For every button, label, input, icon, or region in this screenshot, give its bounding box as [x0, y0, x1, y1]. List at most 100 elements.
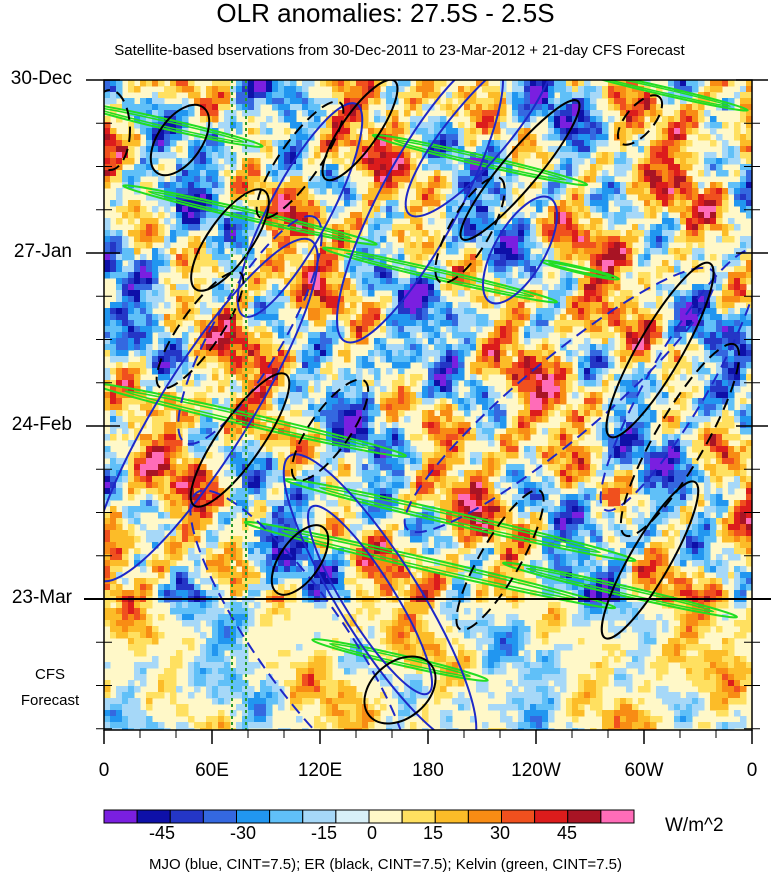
anomaly-cell: [380, 284, 387, 291]
anomaly-cell: [230, 248, 237, 255]
anomaly-cell: [572, 416, 579, 423]
anomaly-cell: [644, 122, 651, 129]
anomaly-cell: [512, 326, 519, 333]
anomaly-cell: [638, 410, 645, 417]
anomaly-cell: [248, 338, 255, 345]
anomaly-cell: [530, 224, 537, 231]
anomaly-cell: [206, 182, 213, 189]
anomaly-cell: [518, 80, 525, 87]
anomaly-cell: [638, 332, 645, 339]
anomaly-cell: [536, 110, 543, 117]
anomaly-cell: [332, 242, 339, 249]
anomaly-cell: [428, 368, 435, 375]
anomaly-cell: [188, 212, 195, 219]
anomaly-cell: [224, 374, 231, 381]
anomaly-cell: [224, 362, 231, 369]
anomaly-cell: [554, 188, 561, 195]
anomaly-cell: [380, 206, 387, 213]
anomaly-cell: [620, 218, 627, 225]
anomaly-cell: [464, 380, 471, 387]
anomaly-cell: [218, 164, 225, 171]
anomaly-cell: [548, 98, 555, 105]
anomaly-cell: [482, 296, 489, 303]
anomaly-cell: [392, 230, 399, 237]
anomaly-cell: [182, 368, 189, 375]
anomaly-cell: [164, 260, 171, 267]
anomaly-cell: [506, 176, 513, 183]
anomaly-cell: [398, 134, 405, 141]
anomaly-cell: [278, 422, 285, 429]
anomaly-cell: [536, 272, 543, 279]
anomaly-cell: [638, 164, 645, 171]
anomaly-cell: [104, 140, 111, 147]
anomaly-cell: [278, 230, 285, 237]
anomaly-cell: [434, 140, 441, 147]
anomaly-cell: [662, 410, 669, 417]
anomaly-cell: [224, 152, 231, 159]
anomaly-cell: [608, 260, 615, 267]
anomaly-cell: [656, 272, 663, 279]
anomaly-cell: [386, 428, 393, 435]
anomaly-cell: [380, 422, 387, 429]
anomaly-cell: [608, 104, 615, 111]
anomaly-cell: [512, 128, 519, 135]
anomaly-cell: [392, 224, 399, 231]
anomaly-cell: [152, 368, 159, 375]
anomaly-cell: [524, 314, 531, 321]
anomaly-cell: [512, 338, 519, 345]
anomaly-cell: [422, 284, 429, 291]
anomaly-cell: [338, 332, 345, 339]
anomaly-cell: [722, 290, 729, 297]
anomaly-cell: [578, 380, 585, 387]
anomaly-cell: [248, 80, 255, 87]
anomaly-cell: [230, 230, 237, 237]
anomaly-cell: [290, 278, 297, 285]
anomaly-cell: [488, 302, 495, 309]
anomaly-cell: [428, 80, 435, 87]
anomaly-cell: [416, 98, 423, 105]
anomaly-cell: [224, 158, 231, 165]
anomaly-cell: [482, 86, 489, 93]
anomaly-cell: [260, 410, 267, 417]
anomaly-cell: [734, 146, 741, 153]
anomaly-cell: [338, 416, 345, 423]
anomaly-cell: [740, 314, 747, 321]
anomaly-cell: [506, 170, 513, 177]
anomaly-cell: [452, 404, 459, 411]
anomaly-cell: [212, 428, 219, 435]
anomaly-cell: [494, 302, 501, 309]
anomaly-cell: [596, 218, 603, 225]
anomaly-cell: [548, 356, 555, 363]
anomaly-cell: [362, 80, 369, 87]
anomaly-cell: [356, 422, 363, 429]
anomaly-cell: [164, 128, 171, 135]
anomaly-cell: [392, 182, 399, 189]
anomaly-cell: [692, 290, 699, 297]
anomaly-cell: [200, 176, 207, 183]
anomaly-cell: [686, 326, 693, 333]
anomaly-cell: [278, 434, 285, 441]
anomaly-cell: [656, 170, 663, 177]
anomaly-cell: [206, 212, 213, 219]
anomaly-cell: [326, 386, 333, 393]
anomaly-cell: [104, 368, 111, 375]
anomaly-cell: [128, 362, 135, 369]
anomaly-cell: [458, 344, 465, 351]
anomaly-cell: [398, 128, 405, 135]
anomaly-cell: [224, 338, 231, 345]
anomaly-cell: [674, 218, 681, 225]
anomaly-cell: [224, 236, 231, 243]
anomaly-cell: [344, 284, 351, 291]
anomaly-cell: [686, 116, 693, 123]
anomaly-cell: [170, 362, 177, 369]
anomaly-cell: [674, 332, 681, 339]
anomaly-cell: [392, 404, 399, 411]
anomaly-cell: [128, 266, 135, 273]
anomaly-cell: [182, 410, 189, 417]
anomaly-cell: [158, 416, 165, 423]
anomaly-cell: [344, 374, 351, 381]
anomaly-cell: [206, 134, 213, 141]
anomaly-cell: [632, 392, 639, 399]
anomaly-cell: [590, 314, 597, 321]
anomaly-cell: [512, 236, 519, 243]
